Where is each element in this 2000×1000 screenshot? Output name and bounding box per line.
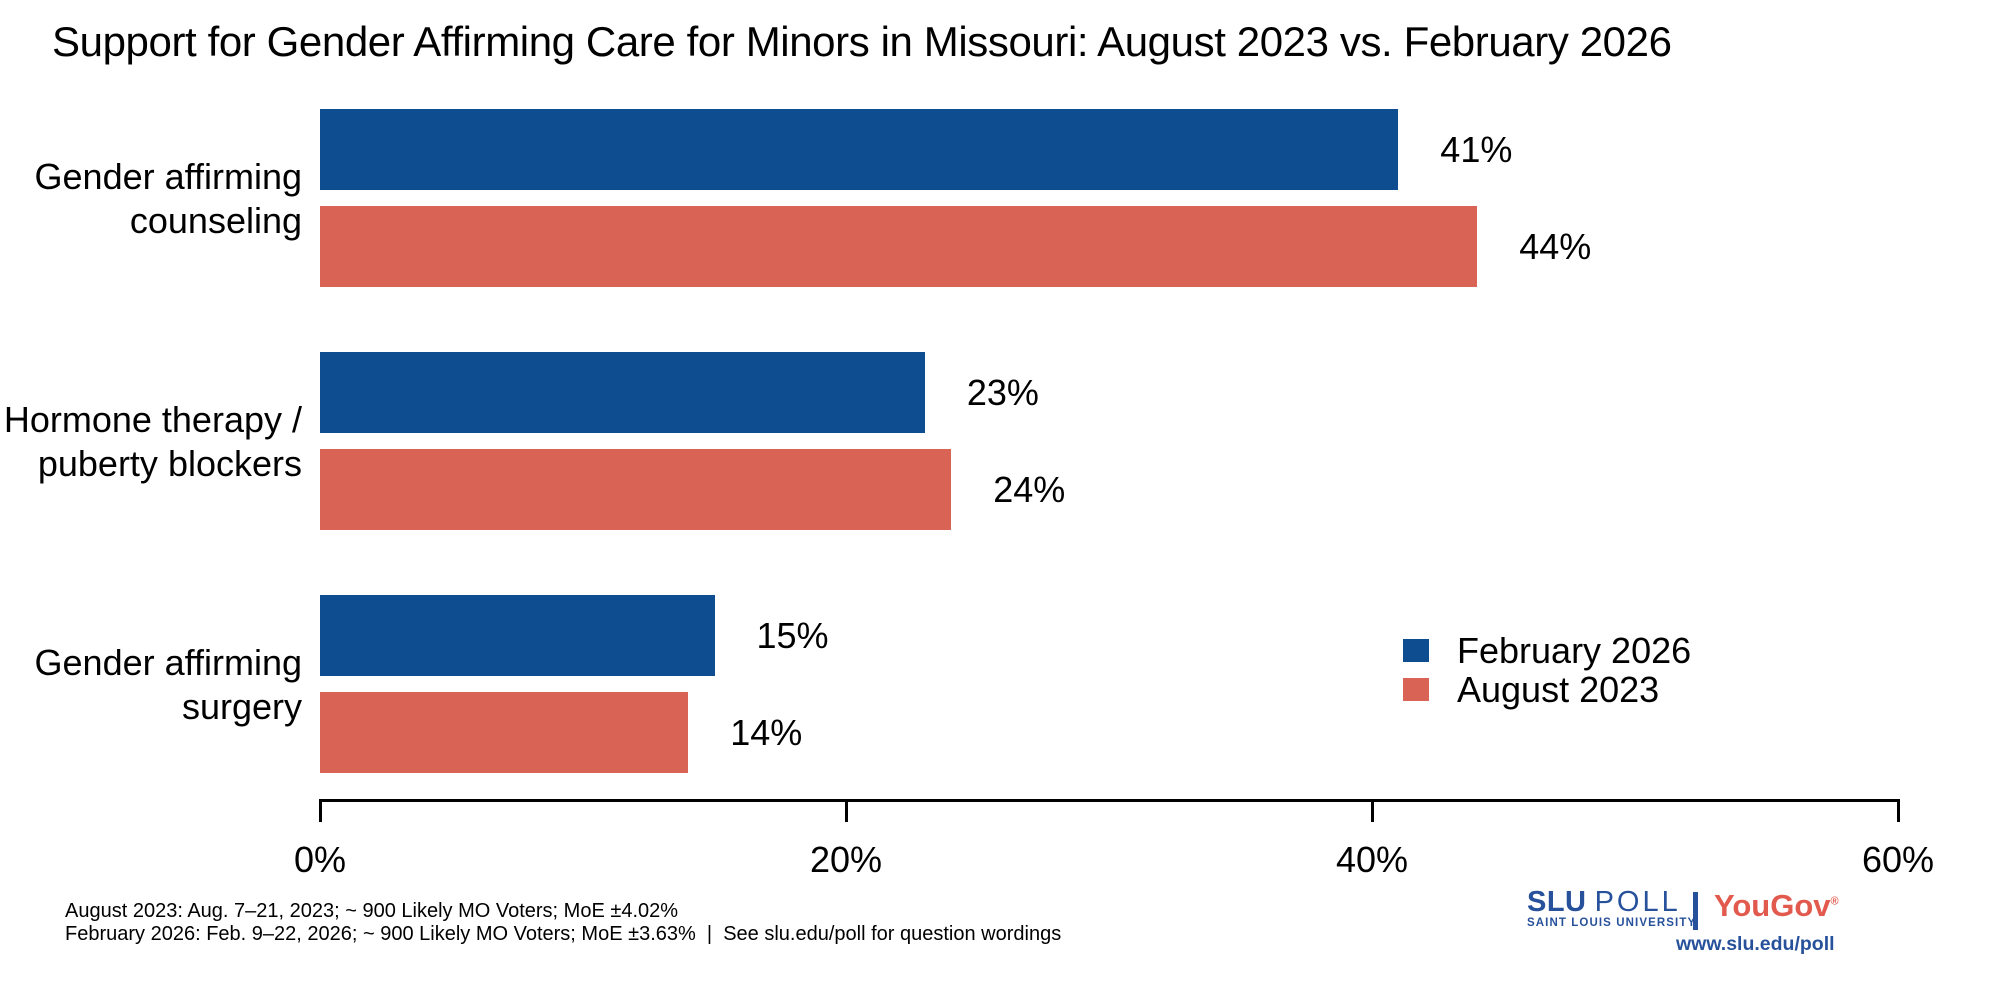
footnote-august-2023: August 2023: Aug. 7–21, 2023; ~ 900 Like… [65, 900, 679, 922]
category-label: Gender affirming surgery [35, 641, 302, 729]
legend: February 2026 August 2023 [1403, 629, 1692, 710]
chart-title: Support for Gender Affirming Care for Mi… [52, 18, 1672, 65]
value-label: 41% [1440, 128, 1513, 170]
x-axis-tick [844, 799, 848, 822]
bar-august-2023 [320, 692, 689, 773]
brand-divider-bar [1693, 892, 1698, 930]
legend-swatch [1403, 639, 1429, 662]
x-axis-tick-label: 0% [293, 839, 347, 880]
category-label-line: puberty blockers [37, 443, 302, 484]
x-axis-tick-label: 20% [809, 839, 883, 880]
bar-february-2026 [320, 109, 1399, 190]
legend-label: February 2026 [1457, 629, 1692, 671]
value-label: 14% [730, 711, 803, 753]
legend-item: February 2026 [1403, 629, 1692, 671]
value-label: 24% [993, 468, 1066, 510]
category-label: Gender affirming counseling [35, 155, 302, 243]
category-label-line: counseling [129, 200, 302, 241]
category-label-line: Gender affirming [34, 642, 302, 683]
bar-february-2026 [320, 595, 715, 676]
legend-label: August 2023 [1457, 668, 1660, 710]
yougov-logo: YouGov® [1714, 888, 1839, 923]
slu-logo-text: SLU [1527, 886, 1587, 918]
bar-august-2023 [320, 206, 1478, 287]
registered-trademark-icon: ® [1830, 895, 1839, 908]
value-label: 23% [966, 371, 1039, 413]
category-label-line: Hormone therapy / [3, 399, 302, 440]
bar-february-2026 [320, 352, 925, 433]
category-label-line: surgery [181, 686, 302, 727]
x-axis-line [318, 799, 1900, 802]
footnote-february-2026: February 2026: Feb. 9–22, 2026; ~ 900 Li… [65, 923, 1062, 945]
slu-poll-url: www.slu.edu/poll [1676, 933, 1835, 955]
x-axis-tick-label: 40% [1335, 839, 1409, 880]
x-axis-tick [1896, 799, 1900, 822]
category-label: Hormone therapy / puberty blockers [4, 398, 302, 486]
x-axis-tick [1370, 799, 1374, 822]
poll-logo-text: POLL [1594, 886, 1681, 918]
slu-poll-logo: SLU POLL [1527, 886, 1681, 919]
legend-swatch [1403, 678, 1429, 701]
legend-item: August 2023 [1403, 668, 1691, 710]
x-axis-tick-label: 60% [1861, 839, 1935, 880]
footnotes: August 2023: Aug. 7–21, 2023; ~ 900 Like… [65, 900, 1061, 946]
value-label: 15% [756, 614, 829, 656]
x-axis-tick [318, 799, 322, 822]
bar-august-2023 [320, 449, 952, 530]
category-label-line: Gender affirming [34, 156, 302, 197]
value-label: 44% [1519, 225, 1592, 267]
slu-university-subtitle: SAINT LOUIS UNIVERSITY. [1527, 917, 1700, 929]
